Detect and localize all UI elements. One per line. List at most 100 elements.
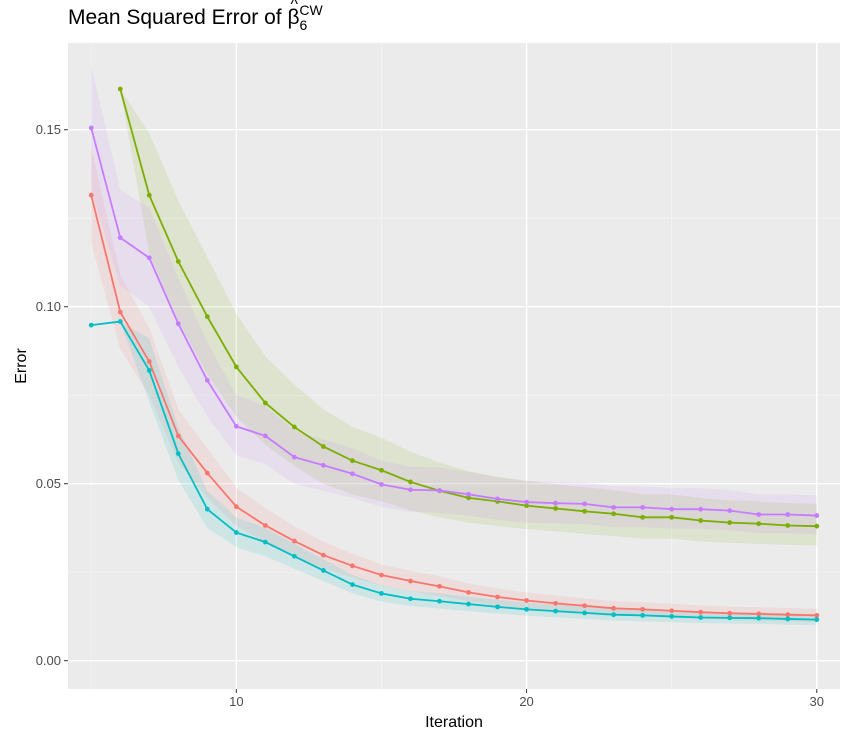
series-3-point — [611, 505, 617, 510]
series-1-point — [611, 511, 617, 517]
series-0-point — [756, 611, 762, 617]
series-1-point — [146, 192, 152, 198]
series-3-ribbon — [91, 66, 817, 535]
series-2-point — [408, 596, 413, 602]
confidence-ribbons — [91, 66, 817, 626]
series-points — [88, 86, 820, 623]
y-tick-label: 0.00 — [36, 653, 61, 668]
series-3-point — [204, 377, 210, 383]
series-1-point — [320, 444, 326, 449]
series-3-line — [90, 127, 817, 517]
series-0-point — [379, 572, 384, 578]
title-superscript: CW — [299, 2, 323, 18]
y-axis-title: Error — [13, 348, 30, 384]
series-2-point — [350, 582, 355, 587]
series-1-point — [669, 514, 675, 520]
series-3-point — [320, 462, 326, 468]
series-1-point — [262, 400, 268, 406]
series-1-point — [408, 479, 413, 485]
series-0-point — [437, 583, 442, 589]
series-0-point — [727, 610, 733, 616]
series-2-line — [91, 320, 817, 621]
major-gridlines — [68, 43, 840, 689]
plot-panel — [68, 43, 840, 689]
series-0-point — [291, 538, 297, 544]
series-1-point — [175, 259, 181, 264]
series-3-point — [785, 512, 791, 517]
series-0-point — [814, 612, 820, 618]
series-3-point — [756, 512, 762, 517]
series-2-point — [146, 368, 152, 373]
series-1-point — [698, 518, 704, 523]
series-1-point — [233, 364, 239, 370]
series-2-point — [379, 591, 384, 596]
series-0-point — [611, 605, 617, 611]
series-1-point — [204, 314, 210, 320]
series-1-point — [466, 495, 471, 501]
series-2-point — [611, 612, 617, 618]
series-3-point — [350, 471, 355, 477]
series-2-point — [291, 553, 297, 559]
series-2-ribbon — [91, 321, 817, 626]
series-0-point — [640, 606, 646, 612]
series-1-point — [756, 521, 762, 527]
series-0-point — [320, 552, 326, 558]
y-tick-label: 0.15 — [36, 122, 61, 137]
x-tick-label: 20 — [519, 694, 533, 709]
title-subscript: 6 — [299, 17, 308, 33]
title-beta: β — [287, 6, 300, 29]
series-0-point — [88, 192, 94, 198]
series-2-point — [437, 598, 442, 604]
series-2-point — [175, 451, 181, 457]
series-1-point — [379, 467, 384, 473]
series-2-point — [640, 612, 646, 618]
series-0-point — [175, 433, 181, 439]
title-hat: ^ — [290, 0, 298, 13]
series-3-point — [727, 508, 733, 513]
series-0-point — [785, 612, 791, 618]
series-3-point — [698, 506, 704, 512]
chart-title-symbol: ^ β6CW — [287, 0, 322, 33]
series-1-point — [582, 508, 588, 514]
series-1-ribbon — [120, 89, 817, 546]
series-3-point — [437, 488, 442, 493]
series-3-point — [640, 505, 646, 510]
series-2-point — [233, 530, 239, 535]
series-3-point — [117, 235, 123, 241]
series-0-point — [698, 609, 704, 615]
series-3-point — [146, 255, 152, 261]
series-1-point — [117, 86, 123, 92]
series-2-point — [88, 322, 94, 328]
series-3-point — [582, 501, 588, 507]
series-0-point — [350, 563, 355, 569]
series-3-point — [408, 487, 413, 493]
series-1-point — [727, 520, 733, 526]
series-2-point — [698, 615, 704, 620]
series-0-point — [466, 589, 471, 595]
chart-title: Mean Squared Error of ^ β6CW — [68, 0, 323, 33]
series-3-point — [262, 433, 268, 439]
series-3-point — [291, 454, 297, 460]
series-1-point — [291, 424, 297, 430]
series-0-point — [117, 309, 123, 315]
series-3-point — [669, 506, 675, 512]
series-0-point — [495, 594, 500, 600]
series-0-point — [262, 523, 268, 528]
series-0-point — [669, 608, 675, 614]
series-2-point — [466, 601, 471, 607]
series-2-point — [785, 616, 791, 622]
series-0-point — [408, 578, 413, 584]
series-3-point — [553, 500, 558, 506]
series-2-point — [524, 606, 529, 612]
series-1-point — [350, 458, 355, 464]
series-2-point — [727, 615, 733, 621]
series-3-point — [524, 499, 529, 505]
series-0-point — [582, 603, 588, 609]
series-2-point — [320, 568, 326, 573]
series-3-point — [88, 125, 94, 131]
series-2-point — [553, 608, 558, 614]
series-0-point — [553, 600, 558, 606]
series-2-point — [117, 319, 123, 324]
